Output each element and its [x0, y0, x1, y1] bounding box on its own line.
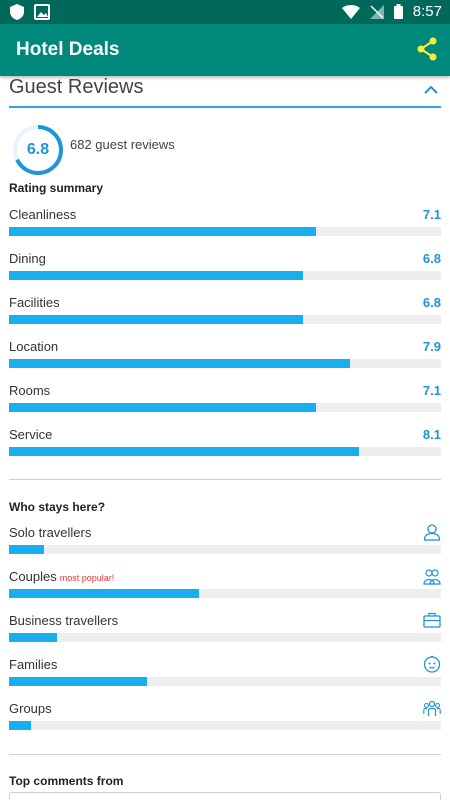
app-bar: Hotel Deals [0, 24, 450, 76]
rating-bar-fill [9, 359, 351, 368]
rating-bar-fill [9, 403, 316, 412]
rating-value: 6.8 [422, 251, 441, 266]
guest-type-row: Couples most popular! [9, 569, 441, 609]
guest-type-row: Solo travellers [9, 524, 441, 565]
reviews-content: Guest Reviews 6.8 682 guest reviews Rati… [0, 76, 450, 800]
guest-type-row: Families [9, 655, 441, 697]
battery-icon [393, 4, 403, 19]
guest-type-track [9, 545, 441, 554]
guest-type-track [9, 633, 441, 642]
divider [9, 479, 441, 480]
rating-label: Dining [9, 251, 46, 266]
guest-type-track [9, 721, 441, 730]
comments-dropdown[interactable] [9, 792, 441, 800]
chevron-up-icon [424, 85, 438, 94]
share-icon [417, 37, 437, 61]
rating-label: Rooms [9, 383, 51, 398]
collapse-button[interactable] [424, 82, 438, 100]
user-icon [423, 524, 441, 541]
rating-summary-heading: Rating summary [9, 181, 104, 195]
rating-row: Location 7.9 [9, 339, 441, 379]
rating-label: Location [9, 339, 59, 354]
rating-row: Rooms 7.1 [9, 383, 441, 423]
rating-value: 7.1 [422, 207, 441, 222]
rating-track [9, 359, 441, 368]
guest-type-bar-fill [9, 721, 31, 730]
review-count: 682 guest reviews [70, 137, 175, 152]
guest-type-bar-fill [9, 633, 57, 642]
clock: 8:57 [412, 3, 442, 20]
app-title: Hotel Deals [16, 39, 120, 60]
briefcase-icon [423, 612, 441, 628]
top-comments-heading: Top comments from [9, 774, 124, 788]
guest-type-row: Business travellers [9, 612, 441, 653]
rating-bar-fill [9, 227, 316, 236]
rating-bar-fill [9, 447, 359, 456]
score-ring [13, 125, 63, 175]
rating-track [9, 403, 441, 412]
rating-track [9, 227, 441, 236]
guest-type-row: Groups [9, 700, 441, 741]
group-icon [423, 700, 441, 716]
guest-type-name: Couples [9, 569, 57, 584]
guest-type-label: Families [9, 657, 58, 672]
wifi-icon [341, 4, 360, 19]
guest-type-label: Groups [9, 701, 52, 716]
who-stays-heading: Who stays here? [9, 500, 106, 514]
rating-bar-fill [9, 271, 303, 280]
rating-row: Service 8.1 [9, 427, 441, 467]
rating-value: 7.9 [422, 339, 441, 354]
guest-type-bar-fill [9, 545, 44, 554]
guest-type-label: Solo travellers [9, 525, 92, 540]
rating-row: Facilities 6.8 [9, 295, 441, 335]
guest-type-bar-fill [9, 589, 200, 598]
guest-type-track [9, 589, 441, 598]
rating-bar-fill [9, 315, 303, 324]
rating-value: 8.1 [422, 427, 441, 442]
guest-type-bar-fill [9, 677, 148, 686]
rating-label: Service [9, 427, 53, 442]
divider [9, 754, 441, 755]
shield-icon [10, 4, 24, 20]
rating-value: 7.1 [422, 383, 441, 398]
rating-track [9, 271, 441, 280]
guest-type-label: Couples most popular! [9, 569, 114, 584]
no-signal-icon [369, 4, 384, 19]
overall-score: 6.8 [26, 141, 50, 158]
guest-type-track [9, 677, 441, 686]
guest-type-label: Business travellers [9, 613, 119, 628]
rating-track [9, 447, 441, 456]
section-title: Guest Reviews [9, 76, 144, 98]
rating-row: Cleanliness 7.1 [9, 207, 441, 247]
rating-label: Facilities [9, 295, 60, 310]
rating-value: 6.8 [422, 295, 441, 310]
couple-icon [423, 569, 441, 585]
rating-row: Dining 6.8 [9, 251, 441, 291]
share-button[interactable] [416, 37, 438, 66]
rating-label: Cleanliness [9, 207, 77, 222]
image-icon [34, 4, 50, 20]
rating-track [9, 315, 441, 324]
section-underline [9, 106, 441, 108]
status-bar: 8:57 [0, 0, 450, 24]
most-popular-tag: most popular! [59, 573, 115, 583]
baby-face-icon [423, 655, 441, 673]
